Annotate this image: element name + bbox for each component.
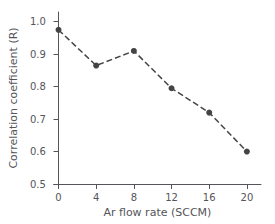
svg-text:12: 12: [165, 192, 178, 203]
svg-text:8: 8: [131, 192, 137, 203]
svg-text:0.6: 0.6: [30, 146, 46, 157]
svg-text:20: 20: [241, 192, 254, 203]
svg-text:0: 0: [55, 192, 61, 203]
svg-text:Ar flow rate (SCCM): Ar flow rate (SCCM): [103, 206, 211, 219]
svg-text:0.5: 0.5: [30, 179, 46, 190]
svg-text:16: 16: [203, 192, 216, 203]
svg-text:0.7: 0.7: [30, 114, 46, 125]
svg-text:0.9: 0.9: [30, 49, 46, 60]
svg-text:4: 4: [93, 192, 99, 203]
svg-text:1.0: 1.0: [30, 16, 46, 27]
svg-text:Correlation coefficient (R): Correlation coefficient (R): [7, 27, 20, 168]
svg-text:0.8: 0.8: [30, 81, 46, 92]
